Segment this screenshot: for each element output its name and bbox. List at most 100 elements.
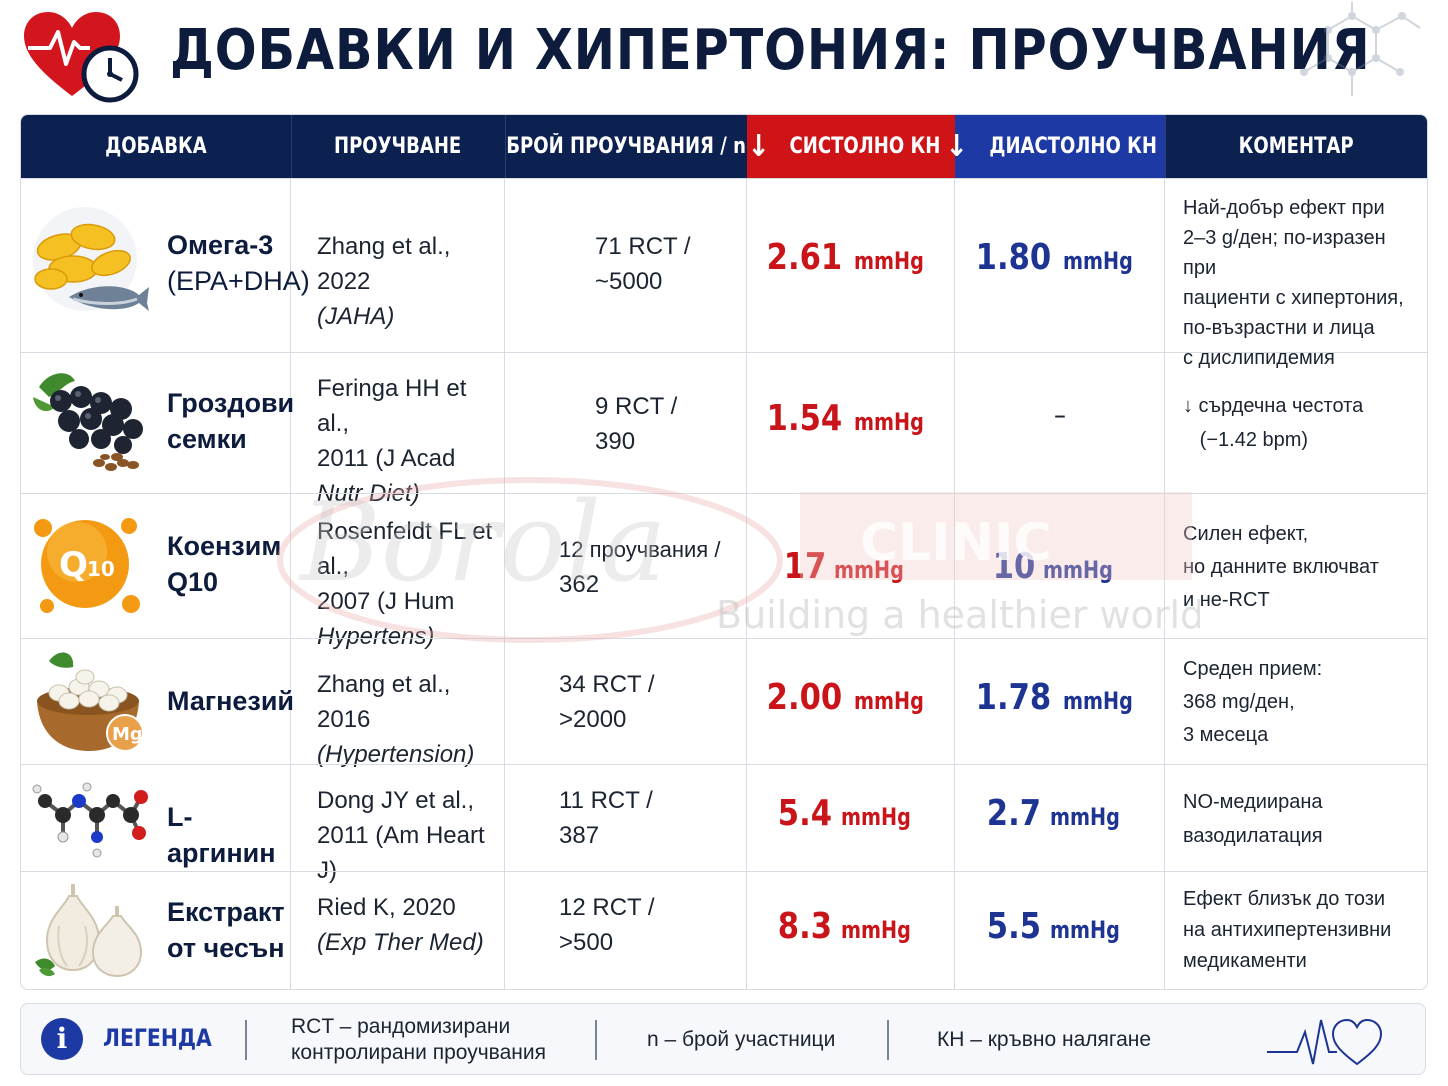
diastolic-value: 1.78: [975, 677, 1052, 718]
systolic-value: 17: [783, 546, 826, 587]
table-row: Омега-3 (EPA+DHA) Zhang et al., 2022 (JAHA…: [21, 178, 1427, 369]
table-row: Гроздови семки Feringa HH et al., 2011 (J …: [21, 352, 1427, 507]
participant-count: 362: [559, 571, 600, 598]
legend-rct: RCT – рандомизирани контролирани проучван…: [291, 1015, 546, 1064]
diastolic-cell: 10 mmHg: [955, 494, 1165, 639]
magnesium-bowl-icon: Mg: [37, 652, 144, 752]
systolic-cell: 1.54 mmHg: [747, 353, 955, 494]
comment-line: 3 месеца: [1183, 724, 1269, 746]
table-row: L-аргинин Dong JY et al., 2011 (Am Heart …: [21, 764, 1427, 884]
header-systolic: ↓ СИСТОЛНО КН: [747, 115, 956, 178]
supplement-name: Екстракт: [167, 897, 285, 927]
systolic-cell: 2.61 mmHg: [747, 179, 955, 353]
comment-cell: NO-медиирана вазодилатация: [1165, 765, 1427, 872]
diastolic-cell: 1.80 mmHg: [955, 179, 1165, 353]
diastolic-value: 1.80: [975, 237, 1052, 278]
diastolic-value: –: [1053, 398, 1066, 431]
systolic-cell: 2.00 mmHg: [747, 639, 955, 765]
molecule-decoration-icon: [1300, 2, 1421, 96]
count-cell: 12 RCT / >500: [505, 872, 747, 989]
study-count: 12 проучвания /: [559, 537, 721, 562]
study-count: 71 RCT /: [595, 233, 691, 260]
grapes-icon: [33, 373, 143, 471]
comment-line: но данните включват: [1183, 556, 1379, 578]
comment-line: Среден прием:: [1183, 658, 1323, 680]
supplement-name: Магнезий: [167, 686, 295, 716]
study-journal: (JAHA): [317, 303, 395, 330]
diastolic-cell: 5.5 mmHg: [955, 872, 1165, 989]
supplement-name: Омега-3: [167, 230, 274, 260]
participant-count: 387: [559, 822, 600, 849]
study-count: 11 RCT /: [559, 787, 653, 814]
supplement-subname: семки: [167, 424, 247, 454]
systolic-cell: 8.3 mmHg: [747, 872, 955, 989]
study-citation: Dong JY et al.,: [317, 787, 474, 814]
comment-line: пациенти с хипертония,: [1183, 287, 1404, 309]
study-cell: Rosenfeldt FL et al., 2007 (J Hum Hyperten…: [291, 494, 505, 650]
diastolic-value: 5.5: [986, 906, 1041, 947]
table-header: ДОБАВКА ПРОУЧВАНЕ БРОЙ ПРОУЧВАНИЯ / n ↓ С…: [21, 115, 1427, 178]
study-journal: 2011 (Am Heart J): [317, 822, 485, 884]
supplement-cell: Екстракт от чесън: [21, 872, 291, 989]
table-row: Mg Магнезий Zhang et al., 2016 (Hypertens…: [21, 638, 1427, 768]
comment-line: ↓ сърдечна честота: [1183, 395, 1364, 417]
study-cell: Feringa HH et al., 2011 (J Acad Nutr Diet): [291, 353, 505, 507]
down-arrow-icon: ↓: [746, 129, 770, 164]
table-row: Екстракт от чесън Ried K, 2020 (Exp Ther M…: [21, 871, 1427, 989]
count-cell: 34 RCT / >2000: [505, 639, 747, 765]
heartbeat-heart-icon: [1267, 1018, 1383, 1066]
svg-text:10: 10: [87, 557, 115, 581]
legend-title: ЛЕГЕНДА: [103, 1024, 212, 1052]
systolic-value: 2.61: [766, 237, 843, 278]
page-title: ДОБАВКИ И ХИПЕРТОНИЯ: ПРОУЧВАНИЯ: [170, 18, 1371, 83]
diastolic-unit: mmHg: [1062, 687, 1133, 715]
legend-bar: i ЛЕГЕНДА RCT – рандомизирани контролиран…: [20, 1003, 1426, 1075]
participant-count: ~5000: [595, 268, 663, 295]
supplement-name: L-аргинин: [167, 802, 276, 868]
study-cell: Dong JY et al., 2011 (Am Heart J): [291, 765, 505, 884]
diastolic-cell: 1.78 mmHg: [955, 639, 1165, 765]
legend-divider: [887, 1020, 889, 1060]
legend-kn: КН – кръвно налягане: [937, 1028, 1152, 1051]
diastolic-unit: mmHg: [1049, 803, 1120, 831]
supplement-cell: Mg Магнезий: [21, 639, 295, 765]
study-citation: Rosenfeldt FL et al.,: [317, 518, 493, 580]
comment-line: Силен ефект,: [1183, 523, 1309, 545]
comment-line: на антихипертензивни: [1183, 919, 1392, 941]
comment-line: по-възрастни и лица: [1183, 317, 1375, 339]
study-year: 2007 (J Hum: [317, 588, 455, 615]
comment-cell: ↓ сърдечна честота (−1.42 bpm): [1165, 353, 1427, 494]
systolic-unit: mmHg: [840, 916, 911, 944]
down-arrow-icon: ↓: [945, 129, 969, 164]
systolic-value: 8.3: [777, 906, 832, 947]
count-cell: 12 проучвания / 362: [505, 494, 747, 639]
supplement-subname: от чесън: [167, 933, 285, 963]
supplement-subname: (EPA+DHA): [167, 266, 310, 296]
study-count: 9 RCT /: [595, 393, 678, 420]
header-supplement: ДОБАВКА: [21, 115, 292, 178]
study-journal: (Exp Ther Med): [317, 929, 484, 956]
info-icon: i: [41, 1018, 83, 1060]
garlic-icon: [35, 884, 143, 978]
supplement-cell: Омега-3 (EPA+DHA): [21, 179, 310, 353]
study-cell: Zhang et al., 2016 (Hypertension): [291, 639, 505, 768]
study-count: 12 RCT /: [559, 894, 655, 921]
count-cell: 9 RCT / 390: [505, 353, 747, 494]
participant-count: >500: [559, 929, 614, 956]
fish-oil-capsules-icon: [33, 207, 149, 311]
arginine-molecule-icon: [32, 782, 148, 858]
supplement-cell: Гроздови семки: [21, 353, 294, 494]
supplement-cell: Q 10 Коензим Q10: [21, 494, 291, 639]
diastolic-value: 2.7: [986, 793, 1041, 834]
header-comment: КОМЕНТАР: [1238, 134, 1354, 159]
systolic-cell: 5.4 mmHg: [747, 765, 955, 872]
study-count: 34 RCT /: [559, 671, 655, 698]
study-cell: Zhang et al., 2022 (JAHA): [291, 179, 505, 353]
svg-text:Q: Q: [59, 545, 88, 585]
comment-line: 2–3 g/ден; по-изразен при: [1183, 227, 1386, 279]
systolic-unit: mmHg: [853, 247, 924, 275]
supplement-cell: L-аргинин: [21, 765, 291, 872]
study-citation: Ried K, 2020: [317, 894, 456, 921]
diastolic-unit: mmHg: [1043, 556, 1113, 584]
diastolic-cell: –: [955, 353, 1165, 494]
